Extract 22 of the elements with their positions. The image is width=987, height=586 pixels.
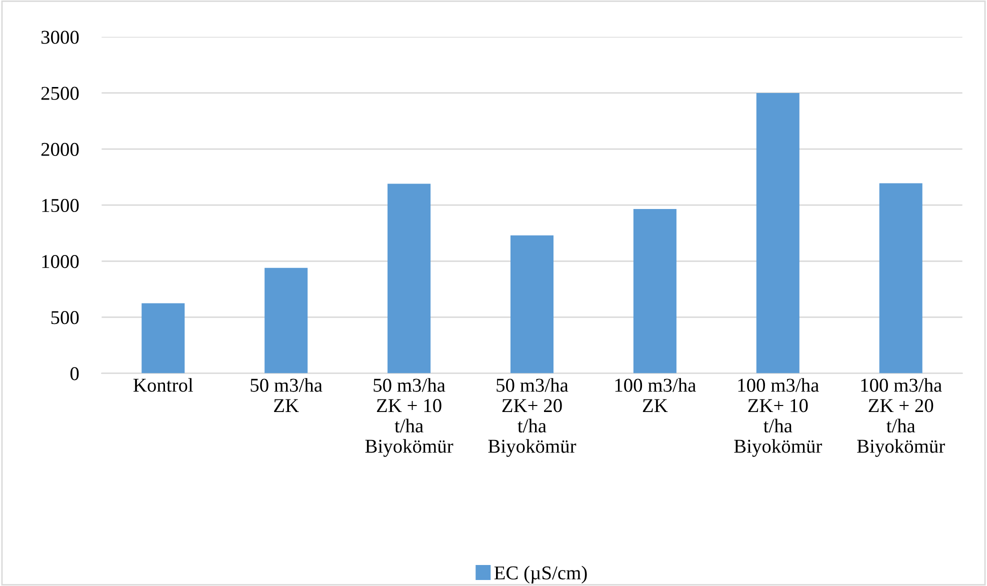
- x-tick-label: 50 m3/ha ZK: [250, 378, 322, 412]
- y-tick-label: 500: [51, 311, 79, 324]
- x-tick-label: 50 m3/ha ZK + 10 t/ha Biyokömür: [365, 378, 454, 457]
- x-tick-label: 100 m3/ha ZK: [615, 378, 696, 412]
- legend-label: EC (µS/cm): [494, 566, 587, 584]
- y-tick-label: 0: [70, 367, 79, 380]
- y-tick-label: 2500: [41, 86, 79, 100]
- y-tick-label: 1000: [42, 254, 79, 268]
- bar: [633, 209, 676, 374]
- x-tick-label: 100 m3/ha ZK+ 10 t/ha Biyokömür: [734, 378, 822, 457]
- bar: [264, 268, 308, 374]
- x-tick-label: Kontrol: [133, 378, 193, 392]
- bar: [510, 235, 554, 374]
- y-tick-label: 2000: [41, 142, 79, 156]
- bar: [142, 303, 185, 374]
- y-tick-label: 3000: [41, 30, 79, 44]
- bar: [756, 92, 800, 374]
- x-tick-label: 100 m3/ha ZK + 20 t/ha Biyokömür: [857, 378, 945, 457]
- y-tick-label: 1500: [42, 198, 79, 212]
- bar: [879, 183, 922, 374]
- x-tick-label: 50 m3/ha ZK+ 20 t/ha Biyokömür: [488, 378, 576, 457]
- bar: [388, 184, 431, 374]
